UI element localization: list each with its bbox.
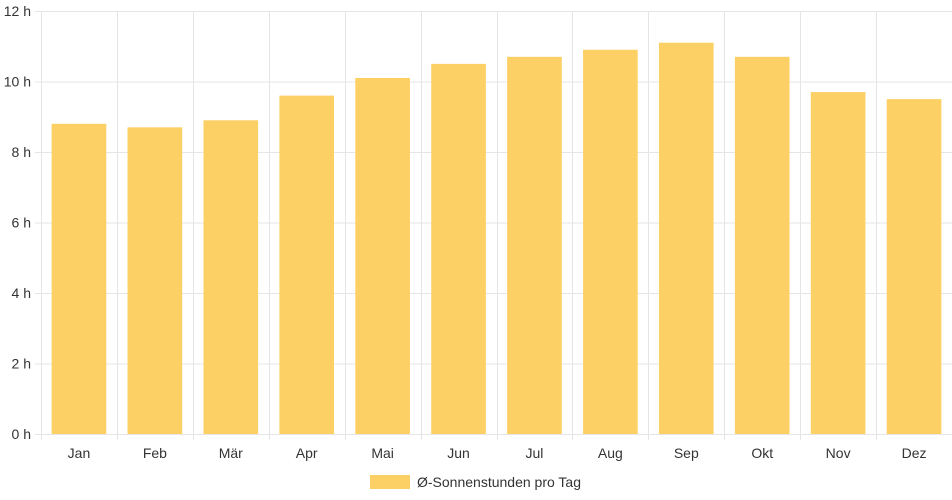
bar-mär[interactable] bbox=[203, 120, 259, 435]
bar-feb[interactable] bbox=[127, 127, 183, 434]
x-tick-label: Apr bbox=[296, 445, 318, 461]
y-tick-label: 2 h bbox=[12, 356, 31, 372]
x-tick-label: Jan bbox=[68, 445, 91, 461]
y-tick-label: 8 h bbox=[12, 144, 31, 160]
bar-aug[interactable] bbox=[583, 49, 638, 435]
legend-label: Ø-Sonnenstunden pro Tag bbox=[417, 474, 581, 490]
bar-jun[interactable] bbox=[431, 63, 486, 434]
x-axis: Jan Feb Mär Apr Mai Jun Jul Aug Sep Okt Nov Dez bbox=[68, 445, 927, 461]
y-tick-label: 10 h bbox=[4, 74, 31, 90]
grid-lines bbox=[35, 11, 952, 440]
bar-mai[interactable] bbox=[355, 77, 410, 434]
x-tick-label: Okt bbox=[751, 445, 773, 461]
y-tick-label: 4 h bbox=[12, 285, 31, 301]
y-tick-label: 6 h bbox=[12, 215, 31, 231]
bar-nov[interactable] bbox=[810, 92, 866, 434]
x-tick-label: Mai bbox=[371, 445, 394, 461]
x-tick-label: Jun bbox=[447, 445, 470, 461]
x-tick-label: Sep bbox=[674, 445, 699, 461]
bar-sep[interactable] bbox=[658, 42, 714, 434]
x-tick-label: Dez bbox=[902, 445, 927, 461]
x-tick-label: Mär bbox=[219, 445, 243, 461]
bar-okt[interactable] bbox=[734, 56, 790, 434]
x-tick-label: Jul bbox=[526, 445, 544, 461]
bar-jul[interactable] bbox=[507, 56, 562, 434]
bars bbox=[51, 42, 942, 435]
legend[interactable]: Ø-Sonnenstunden pro Tag bbox=[370, 474, 581, 490]
x-tick-label: Feb bbox=[143, 445, 167, 461]
legend-swatch bbox=[370, 475, 410, 489]
bar-apr[interactable] bbox=[279, 95, 335, 434]
y-tick-label: 12 h bbox=[4, 3, 31, 19]
bar-dez[interactable] bbox=[886, 99, 942, 434]
x-tick-label: Aug bbox=[598, 445, 623, 461]
bar-jan[interactable] bbox=[51, 123, 107, 435]
y-axis: 0 h 2 h 4 h 6 h 8 h 10 h 12 h bbox=[4, 3, 31, 442]
x-tick-label: Nov bbox=[826, 445, 851, 461]
y-tick-label: 0 h bbox=[12, 426, 31, 442]
